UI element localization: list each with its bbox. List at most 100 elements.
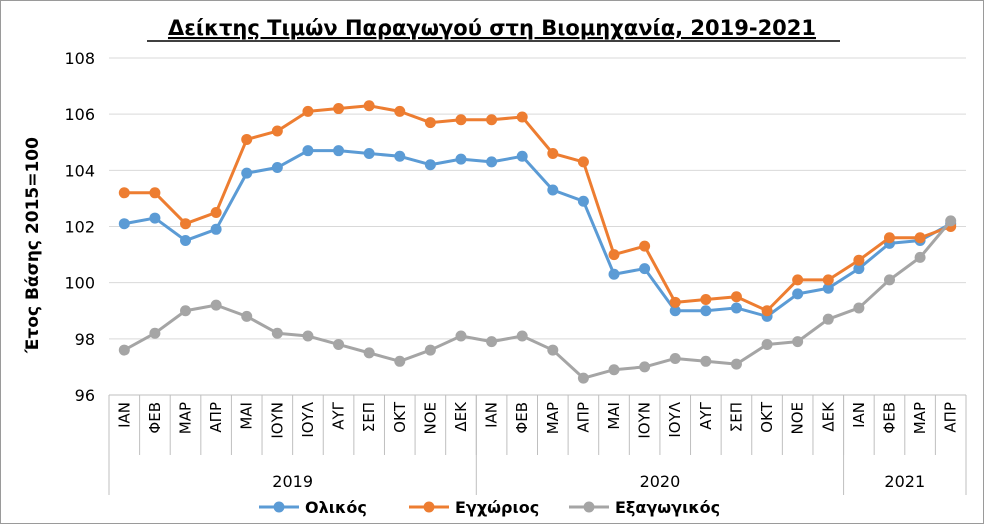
data-point <box>118 187 130 199</box>
data-point <box>210 223 222 235</box>
x-tick-label: ΑΥΓ <box>330 401 348 429</box>
data-point <box>761 305 773 317</box>
x-tick-label: ΜΑΡ <box>544 402 562 434</box>
x-tick-label: ΜΑΙ <box>238 402 256 430</box>
data-point <box>271 162 283 174</box>
data-point <box>241 310 253 322</box>
x-tick-label: ΙΟΥΝ <box>268 402 286 439</box>
data-point <box>394 150 406 162</box>
x-tick-label: ΙΟΥΛ <box>666 401 684 437</box>
data-point <box>822 313 834 325</box>
series-lines <box>118 100 957 384</box>
year-group-label: 2019 <box>272 472 313 491</box>
series-2 <box>118 100 957 317</box>
chart-title: Δείκτης Τιμών Παραγωγού στη Βιομηχανία, … <box>168 16 816 40</box>
series-line <box>124 149 952 318</box>
x-tick-label: ΑΠΡ <box>207 402 225 433</box>
data-point <box>608 268 620 280</box>
data-point <box>914 251 926 263</box>
legend-label: Εξαγωγικός <box>615 498 720 517</box>
data-point <box>547 184 559 196</box>
y-tick-label: 98 <box>75 330 95 349</box>
legend-label: Ολικός <box>305 498 367 517</box>
legend-item: Εγχώριος <box>409 498 539 517</box>
data-point <box>577 195 589 207</box>
data-point <box>424 117 436 129</box>
data-point <box>883 274 895 286</box>
x-tick-label: ΦΕΒ <box>880 402 898 434</box>
data-point <box>302 330 314 342</box>
data-point <box>669 296 681 308</box>
x-tick-label: ΟΚΤ <box>391 401 409 433</box>
x-tick-label: ΣΕΠ <box>360 402 378 432</box>
data-point <box>883 232 895 244</box>
data-point <box>547 344 559 356</box>
data-point <box>700 355 712 367</box>
x-tick-label: ΙΑΝ <box>850 402 868 428</box>
data-point <box>486 114 498 126</box>
data-point <box>639 240 651 252</box>
data-point <box>424 159 436 171</box>
y-tick-label: 104 <box>64 161 95 180</box>
data-point <box>424 344 436 356</box>
x-tick-label: ΔΕΚ <box>452 401 470 432</box>
x-tick-label: ΔΕΚ <box>819 401 837 432</box>
data-point <box>853 263 865 275</box>
data-point <box>516 150 528 162</box>
year-group-label: 2021 <box>884 472 925 491</box>
data-point <box>730 358 742 370</box>
data-point <box>792 274 804 286</box>
data-point <box>149 187 161 199</box>
x-tick-label: ΦΕΒ <box>513 402 531 434</box>
x-tick-label: ΝΟΕ <box>421 402 439 435</box>
data-point <box>853 254 865 266</box>
data-point <box>180 235 192 247</box>
data-point <box>271 125 283 137</box>
axes: 96 98 100 102 104 106 108 ΙΑΝ ΦΕΒ ΜΑΡ ΑΠΡ ΜΑΙ ΙΟΥΝ ΙΟ… <box>64 49 967 495</box>
y-tick-label: 102 <box>64 218 95 237</box>
data-point <box>302 105 314 117</box>
legend-item: Εξαγωγικός <box>569 498 720 517</box>
data-point <box>149 212 161 224</box>
data-point <box>639 263 651 275</box>
legend-marker <box>273 501 285 513</box>
legend: Ολικός Εγχώριος Εξαγωγικός <box>259 498 720 517</box>
x-tick-label: ΙΑΝ <box>483 402 501 428</box>
data-point <box>486 336 498 348</box>
data-point <box>302 145 314 157</box>
legend-item: Ολικός <box>259 498 367 517</box>
data-point <box>180 218 192 230</box>
data-point <box>516 330 528 342</box>
data-point <box>180 305 192 317</box>
data-point <box>914 232 926 244</box>
data-point <box>149 327 161 339</box>
data-point <box>394 355 406 367</box>
y-tick-label: 108 <box>64 49 95 68</box>
x-tick-label: ΜΑΙ <box>605 402 623 430</box>
data-point <box>333 145 345 157</box>
x-tick-label: ΝΟΕ <box>789 402 807 435</box>
data-point <box>271 327 283 339</box>
data-point <box>486 156 498 168</box>
data-point <box>669 352 681 364</box>
data-point <box>363 147 375 159</box>
data-point <box>210 206 222 218</box>
data-point <box>792 336 804 348</box>
x-tick-label: ΑΥΓ <box>697 401 715 429</box>
data-point <box>577 156 589 168</box>
data-point <box>241 167 253 179</box>
x-tick-label: ΙΟΥΛ <box>299 401 317 437</box>
data-point <box>210 299 222 311</box>
y-axis-label: Έτος Βάσης 2015=100 <box>23 137 43 354</box>
data-point <box>730 302 742 314</box>
x-tick-label: ΙΑΝ <box>115 402 133 428</box>
data-point <box>608 249 620 261</box>
year-group-label: 2020 <box>640 472 681 491</box>
x-tick-label: ΙΟΥΝ <box>636 402 654 439</box>
data-point <box>118 218 130 230</box>
y-tick-label: 100 <box>64 274 95 293</box>
data-point <box>853 302 865 314</box>
data-point <box>455 330 467 342</box>
